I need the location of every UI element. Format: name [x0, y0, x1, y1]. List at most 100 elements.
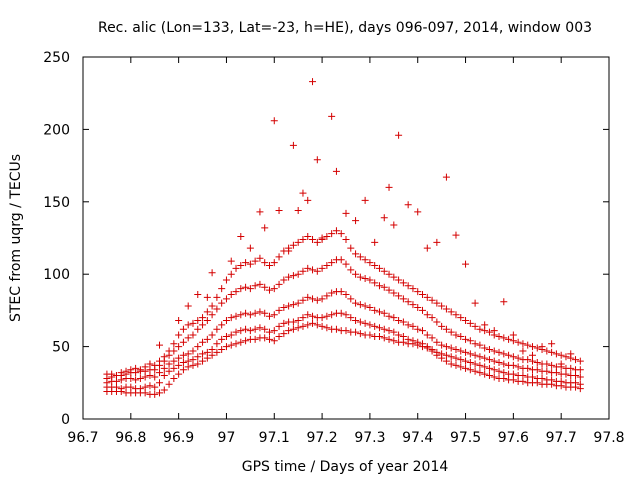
- data-point: [380, 309, 388, 317]
- data-point: [419, 306, 427, 314]
- data-point: [347, 314, 355, 322]
- data-point: [151, 361, 159, 369]
- data-point: [112, 372, 120, 380]
- data-point: [380, 283, 388, 291]
- data-point: [289, 272, 297, 280]
- data-point: [270, 337, 278, 345]
- data-point: [136, 385, 144, 393]
- data-point: [294, 238, 302, 246]
- data-point: [160, 372, 168, 380]
- data-point: [481, 370, 489, 378]
- data-point: [179, 325, 187, 333]
- data-point: [404, 321, 412, 329]
- data-point: [375, 332, 383, 340]
- data-point: [548, 361, 556, 369]
- data-point: [194, 353, 202, 361]
- data-point: [309, 295, 317, 303]
- data-point: [557, 377, 565, 385]
- data-point: [127, 366, 135, 374]
- data-point: [208, 345, 216, 353]
- data-points: [103, 78, 584, 398]
- data-point: [242, 283, 250, 291]
- data-point: [395, 317, 403, 325]
- data-point: [452, 331, 460, 339]
- data-point: [466, 350, 474, 358]
- data-point: [380, 267, 388, 275]
- data-point: [203, 317, 211, 325]
- x-axis-label: GPS time / Days of year 2014: [242, 459, 449, 475]
- data-point: [433, 238, 441, 246]
- data-point: [543, 360, 551, 368]
- data-point: [208, 269, 216, 277]
- data-point: [199, 357, 207, 365]
- data-point: [500, 350, 508, 358]
- data-point: [390, 289, 398, 297]
- data-point: [199, 350, 207, 358]
- data-point: [404, 282, 412, 290]
- data-point: [438, 322, 446, 330]
- x-tick-label: 97.3: [354, 430, 385, 446]
- data-point: [261, 283, 269, 291]
- data-point: [457, 363, 465, 371]
- data-point: [222, 295, 230, 303]
- data-point: [218, 299, 226, 307]
- data-point: [462, 357, 470, 365]
- data-point: [328, 230, 336, 238]
- data-point: [117, 385, 125, 393]
- data-point: [471, 351, 479, 359]
- data-point: [165, 360, 173, 368]
- data-point: [528, 373, 536, 381]
- data-point: [380, 325, 388, 333]
- data-point: [323, 324, 331, 332]
- data-point: [175, 343, 183, 351]
- data-point: [352, 317, 360, 325]
- data-point: [165, 367, 173, 375]
- data-point: [524, 356, 532, 364]
- y-tick-label: 0: [61, 412, 70, 428]
- data-point: [476, 369, 484, 377]
- data-point: [471, 322, 479, 330]
- data-point: [423, 311, 431, 319]
- data-point: [414, 208, 422, 216]
- data-point: [452, 311, 460, 319]
- data-point: [548, 376, 556, 384]
- data-point: [170, 364, 178, 372]
- data-point: [328, 311, 336, 319]
- data-point: [471, 367, 479, 375]
- data-point: [304, 311, 312, 319]
- data-point: [519, 372, 527, 380]
- data-point: [222, 332, 230, 340]
- data-point: [442, 173, 450, 181]
- data-point: [409, 285, 417, 293]
- data-point: [409, 322, 417, 330]
- data-point: [203, 308, 211, 316]
- data-point: [213, 340, 221, 348]
- data-point: [332, 325, 340, 333]
- data-point: [175, 361, 183, 369]
- data-point: [237, 262, 245, 270]
- x-tick-label: 97.1: [259, 430, 290, 446]
- data-point: [313, 267, 321, 275]
- y-tick-label: 250: [43, 50, 70, 66]
- data-point: [328, 289, 336, 297]
- data-point: [514, 338, 522, 346]
- data-point: [318, 322, 326, 330]
- data-point: [495, 332, 503, 340]
- data-point: [419, 327, 427, 335]
- data-point: [203, 335, 211, 343]
- data-point: [328, 259, 336, 267]
- data-point: [261, 309, 269, 317]
- data-point: [256, 324, 264, 332]
- data-point: [275, 322, 283, 330]
- data-point: [289, 318, 297, 326]
- data-point: [156, 369, 164, 377]
- data-point: [500, 298, 508, 306]
- data-point: [447, 353, 455, 361]
- data-point: [280, 304, 288, 312]
- data-point: [399, 318, 407, 326]
- data-point: [375, 308, 383, 316]
- data-point: [543, 347, 551, 355]
- data-point: [447, 328, 455, 336]
- data-point: [156, 341, 164, 349]
